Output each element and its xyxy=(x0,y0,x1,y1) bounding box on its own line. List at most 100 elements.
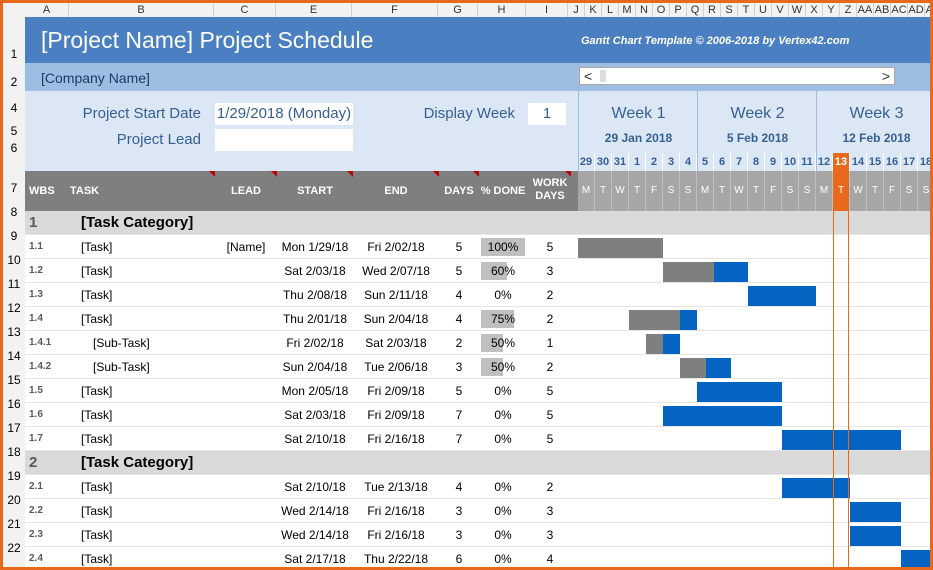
days-cell[interactable]: 6 xyxy=(455,552,463,566)
start-cell[interactable]: Sat 2/17/18 xyxy=(284,552,346,566)
wbs-cell[interactable]: 2.4 xyxy=(29,553,43,564)
column-header-o[interactable]: O xyxy=(653,3,670,17)
lead-cell[interactable] xyxy=(215,331,277,355)
days-cell[interactable]: 4 xyxy=(455,312,463,326)
days-cell[interactable]: 7 xyxy=(455,432,463,446)
work-days-cell[interactable]: 2 xyxy=(546,480,554,494)
column-header-v[interactable]: V xyxy=(772,3,789,17)
end-cell[interactable]: Fri 2/09/18 xyxy=(367,408,425,422)
percent-done-cell[interactable]: 60% xyxy=(490,264,516,278)
work-days-cell[interactable]: 2 xyxy=(546,288,554,302)
wbs-cell[interactable]: 1.5 xyxy=(29,385,43,396)
table-row[interactable]: 1.5 [Task] Mon 2/05/18 Fri 2/09/18 5 0% 5 xyxy=(25,379,930,403)
percent-done-cell[interactable]: 0% xyxy=(494,528,512,542)
start-cell[interactable]: Mon 1/29/18 xyxy=(281,240,349,254)
column-header-x[interactable]: X xyxy=(806,3,823,17)
task-name[interactable]: [Sub-Task] xyxy=(93,360,150,374)
project-lead-field[interactable] xyxy=(215,129,353,151)
category-row[interactable]: 1 [Task Category] xyxy=(25,211,930,235)
column-header-aa[interactable]: AA xyxy=(857,3,874,17)
start-cell[interactable]: Sat 2/03/18 xyxy=(284,408,346,422)
row-header-19[interactable]: 19 xyxy=(7,469,21,483)
lead-cell[interactable] xyxy=(215,547,277,567)
end-cell[interactable]: Fri 2/16/18 xyxy=(367,432,425,446)
days-cell[interactable]: 4 xyxy=(455,480,463,494)
column-header-s[interactable]: S xyxy=(721,3,738,17)
row-header-2[interactable]: 2 xyxy=(10,75,18,89)
table-row[interactable]: 1.3 [Task] Thu 2/08/18 Sun 2/11/18 4 0% 2 xyxy=(25,283,930,307)
task-name[interactable]: [Task] xyxy=(81,552,113,566)
end-cell[interactable]: Fri 2/16/18 xyxy=(367,528,425,542)
work-days-cell[interactable]: 2 xyxy=(546,312,554,326)
work-days-cell[interactable]: 5 xyxy=(546,408,554,422)
wbs-cell[interactable]: 1.6 xyxy=(29,409,43,420)
row-header-10[interactable]: 10 xyxy=(7,253,21,267)
display-week-field[interactable]: 1 xyxy=(528,103,566,125)
start-date-field[interactable]: 1/29/2018 (Monday) xyxy=(215,103,353,125)
wbs-cell[interactable]: 2 xyxy=(29,454,38,471)
end-cell[interactable]: Thu 2/22/18 xyxy=(363,552,429,566)
percent-done-cell[interactable]: 0% xyxy=(494,480,512,494)
category-name[interactable]: [Task Category] xyxy=(81,454,194,471)
row-header-8[interactable]: 8 xyxy=(10,205,18,219)
column-header-e[interactable]: E xyxy=(276,3,352,17)
end-cell[interactable]: Sun 2/04/18 xyxy=(363,312,429,326)
work-days-cell[interactable]: 3 xyxy=(546,528,554,542)
percent-done-cell[interactable]: 0% xyxy=(494,408,512,422)
days-cell[interactable]: 3 xyxy=(455,528,463,542)
page-title[interactable]: [Project Name] Project Schedule xyxy=(41,27,374,53)
header-end[interactable]: END xyxy=(353,171,439,211)
work-days-cell[interactable]: 5 xyxy=(546,384,554,398)
table-row[interactable]: 2.3 [Task] Wed 2/14/18 Fri 2/16/18 3 0% 3 xyxy=(25,523,930,547)
task-name[interactable]: [Sub-Task] xyxy=(93,336,150,350)
row-header-1[interactable]: 1 xyxy=(10,47,18,61)
column-header-ae[interactable]: AE xyxy=(925,3,930,17)
column-header-z[interactable]: Z xyxy=(840,3,857,17)
lead-cell[interactable] xyxy=(215,379,277,403)
start-cell[interactable]: Thu 2/08/18 xyxy=(282,288,348,302)
wbs-cell[interactable]: 1.3 xyxy=(29,289,43,300)
percent-done-cell[interactable]: 50% xyxy=(490,360,516,374)
work-days-cell[interactable]: 3 xyxy=(546,264,554,278)
wbs-cell[interactable]: 1.1 xyxy=(29,241,43,252)
percent-done-cell[interactable]: 0% xyxy=(494,384,512,398)
task-name[interactable]: [Task] xyxy=(81,528,113,542)
end-cell[interactable]: Fri 2/02/18 xyxy=(367,240,425,254)
lead-cell[interactable] xyxy=(215,355,277,379)
lead-cell[interactable] xyxy=(215,427,277,451)
percent-done-cell[interactable]: 0% xyxy=(494,288,512,302)
percent-done-cell[interactable]: 50% xyxy=(490,336,516,350)
row-header-13[interactable]: 13 xyxy=(7,325,21,339)
wbs-cell[interactable]: 1.4.1 xyxy=(29,337,52,348)
wbs-cell[interactable]: 2.2 xyxy=(29,505,43,516)
start-cell[interactable]: Sat 2/10/18 xyxy=(284,432,346,446)
start-cell[interactable]: Sat 2/10/18 xyxy=(284,480,346,494)
lead-cell[interactable]: [Name] xyxy=(226,240,266,254)
column-header-m[interactable]: M xyxy=(619,3,636,17)
row-header-7[interactable]: 7 xyxy=(10,181,18,195)
row-header-17[interactable]: 17 xyxy=(7,421,21,435)
row-header-14[interactable]: 14 xyxy=(7,349,21,363)
work-days-cell[interactable]: 4 xyxy=(546,552,554,566)
days-cell[interactable]: 5 xyxy=(455,240,463,254)
work-days-cell[interactable]: 2 xyxy=(546,360,554,374)
start-cell[interactable]: Thu 2/01/18 xyxy=(282,312,348,326)
lead-cell[interactable] xyxy=(215,523,277,547)
percent-done-cell[interactable]: 0% xyxy=(494,552,512,566)
task-name[interactable]: [Task] xyxy=(81,480,113,494)
table-row[interactable]: 1.7 [Task] Sat 2/10/18 Fri 2/16/18 7 0% 5 xyxy=(25,427,930,451)
column-header-r[interactable]: R xyxy=(704,3,721,17)
row-header-20[interactable]: 20 xyxy=(7,493,21,507)
wbs-cell[interactable]: 1.4.2 xyxy=(29,361,52,372)
table-row[interactable]: 2.1 [Task] Sat 2/10/18 Tue 2/13/18 4 0% 2 xyxy=(25,475,930,499)
table-row[interactable]: 1.6 [Task] Sat 2/03/18 Fri 2/09/18 7 0% 5 xyxy=(25,403,930,427)
table-row[interactable]: 1.4 [Task] Thu 2/01/18 Sun 2/04/18 4 75% 2 xyxy=(25,307,930,331)
task-name[interactable]: [Task] xyxy=(81,240,113,254)
percent-done-cell[interactable]: 75% xyxy=(490,312,516,326)
column-header-t[interactable]: T xyxy=(738,3,755,17)
row-header-11[interactable]: 11 xyxy=(7,277,21,291)
days-cell[interactable]: 7 xyxy=(455,408,463,422)
header-days[interactable]: DAYS xyxy=(439,171,479,211)
days-cell[interactable]: 3 xyxy=(455,360,463,374)
table-row[interactable]: 1.2 [Task] Sat 2/03/18 Wed 2/07/18 5 60% 3 xyxy=(25,259,930,283)
